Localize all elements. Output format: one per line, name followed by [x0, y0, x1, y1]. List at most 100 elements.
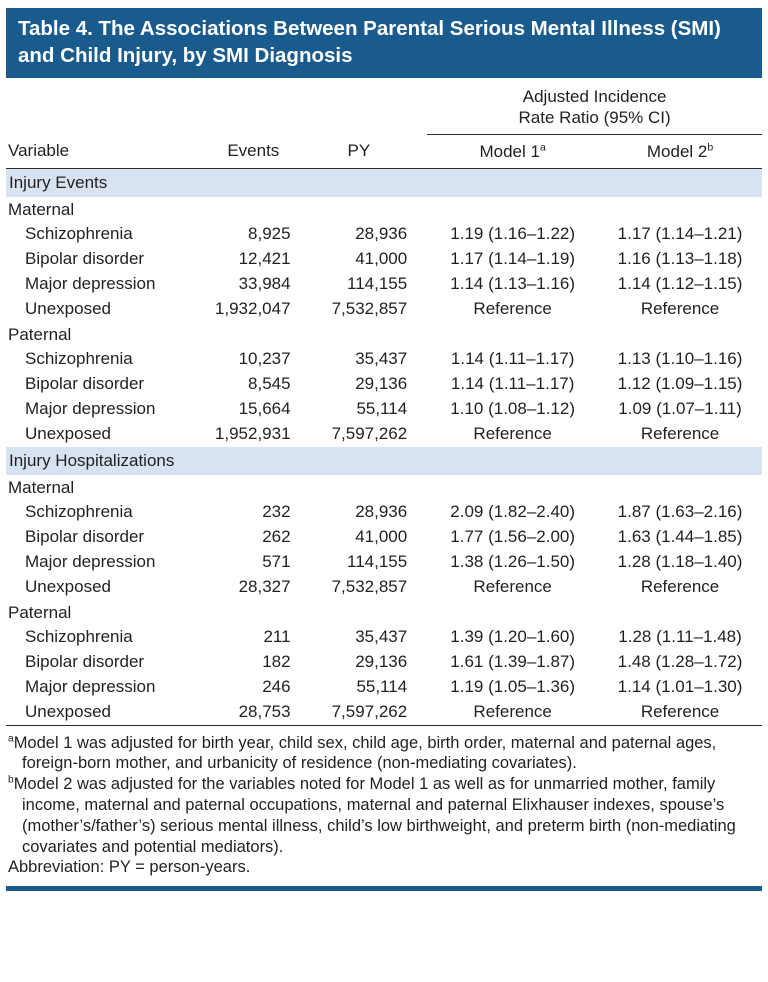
cell-py: 55,114: [356, 399, 408, 419]
cell-variable: Schizophrenia: [25, 349, 133, 369]
cell-py: 55,114: [356, 677, 408, 697]
footnote-superscript: b: [8, 774, 14, 786]
model1-label: Model 1: [479, 141, 540, 161]
spanner-spacer: [6, 82, 427, 134]
cell-variable: Bipolar disorder: [25, 374, 145, 394]
cell-events: 262: [262, 527, 291, 547]
table-row: Major depression 246 55,114 1.19 (1.05–1…: [6, 675, 762, 700]
cell-model1: Reference: [473, 299, 552, 319]
table-row: Schizophrenia 211 35,437 1.39 (1.20–1.60…: [6, 625, 762, 650]
footnotes: aModel 1 was adjusted for birth year, ch…: [6, 731, 762, 878]
cell-model2: 1.28 (1.18–1.40): [617, 552, 743, 572]
cell-py: 114,155: [347, 274, 408, 294]
cell-events: 246: [262, 677, 291, 697]
cell-model2: 1.14 (1.01–1.30): [617, 677, 743, 697]
cell-events: 211: [263, 627, 291, 647]
cell-model2: 1.16 (1.13–1.18): [617, 249, 743, 269]
cell-events: 1,932,047: [214, 299, 291, 319]
cell-model2: Reference: [640, 702, 720, 722]
column-header-variable: Variable: [6, 134, 213, 169]
cell-events: 28,753: [238, 702, 291, 722]
cell-py: 7,532,857: [331, 577, 408, 597]
spanner-row: Adjusted Incidence Rate Ratio (95% CI): [6, 82, 762, 135]
cell-events: 1,952,931: [214, 424, 291, 444]
group-header-row: Maternal: [6, 197, 762, 222]
cell-model2: 1.28 (1.11–1.48): [618, 627, 742, 647]
column-header-py: PY: [304, 134, 428, 169]
table-title-bar: Table 4. The Associations Between Parent…: [6, 8, 762, 79]
table-title: Table 4. The Associations Between Parent…: [18, 17, 721, 68]
table-row: Bipolar disorder 262 41,000 1.77 (1.56–2…: [6, 525, 762, 550]
column-header-events: Events: [212, 134, 305, 169]
footnote: aModel 1 was adjusted for birth year, ch…: [8, 733, 760, 775]
cell-py: 35,437: [355, 349, 408, 369]
table-row: Bipolar disorder 12,421 41,000 1.17 (1.1…: [6, 247, 762, 272]
table-row: Major depression 33,984 114,155 1.14 (1.…: [6, 272, 762, 297]
cell-py: 29,136: [355, 374, 408, 394]
footnote: Abbreviation: PY = person-years.: [8, 857, 760, 878]
cell-events: 182: [262, 652, 291, 672]
footnote: bModel 2 was adjusted for the variables …: [8, 774, 760, 857]
cell-model2: 1.13 (1.10–1.16): [617, 349, 743, 369]
group-header-row: Paternal: [6, 600, 762, 625]
section-band-label: Injury Hospitalizations: [6, 446, 762, 475]
cell-variable: Major depression: [25, 552, 156, 572]
cell-py: 41,000: [355, 527, 408, 547]
column-header-row: Variable Events PY Model 1a Model 2b: [6, 134, 762, 169]
cell-events: 12,421: [238, 249, 291, 269]
cell-variable: Unexposed: [25, 702, 112, 722]
cell-model1: Reference: [473, 577, 552, 597]
cell-py: 28,936: [355, 224, 408, 244]
bottom-rule: [6, 886, 762, 892]
span-header-line1: Adjusted Incidence: [522, 87, 667, 107]
cell-variable: Bipolar disorder: [25, 527, 145, 547]
table-figure: Table 4. The Associations Between Parent…: [6, 8, 762, 892]
cell-py: 35,437: [355, 627, 408, 647]
cell-py: 28,936: [355, 502, 408, 522]
section-band-row: Injury Hospitalizations: [6, 446, 762, 475]
cell-model1: 1.14 (1.11–1.17): [450, 374, 575, 394]
cell-py: 7,532,857: [331, 299, 408, 319]
span-header-line2: Rate Ratio (95% CI): [518, 108, 671, 128]
cell-model1: 1.14 (1.11–1.17): [450, 349, 575, 369]
footnote-text: Abbreviation: PY = person-years.: [8, 858, 251, 877]
table-row: Bipolar disorder 182 29,136 1.61 (1.39–1…: [6, 650, 762, 675]
group-label: Maternal: [8, 199, 75, 219]
cell-events: 15,664: [238, 399, 291, 419]
column-header-model2: Model 2b: [598, 134, 762, 169]
cell-model2: 1.12 (1.09–1.15): [617, 374, 743, 394]
cell-model1: 1.17 (1.14–1.19): [450, 249, 576, 269]
cell-py: 41,000: [355, 249, 408, 269]
cell-variable: Schizophrenia: [25, 627, 133, 647]
cell-model2: 1.14 (1.12–1.15): [617, 274, 743, 294]
table-row: Schizophrenia 8,925 28,936 1.19 (1.16–1.…: [6, 222, 762, 247]
column-header-model1: Model 1a: [427, 134, 599, 169]
cell-events: 28,327: [238, 577, 291, 597]
cell-variable: Major depression: [25, 274, 156, 294]
model2-label: Model 2: [646, 141, 708, 161]
table-row: Bipolar disorder 8,545 29,136 1.14 (1.11…: [6, 372, 762, 397]
data-table: Adjusted Incidence Rate Ratio (95% CI) V…: [6, 82, 762, 726]
cell-model1: 1.61 (1.39–1.87): [450, 652, 576, 672]
cell-events: 571: [262, 552, 291, 572]
cell-events: 8,925: [248, 224, 291, 244]
cell-model1: 1.14 (1.13–1.16): [450, 274, 576, 294]
cell-events: 10,237: [238, 349, 291, 369]
section-band-row: Injury Events: [6, 168, 762, 197]
section-band-label: Injury Events: [6, 168, 762, 197]
cell-events: 33,984: [238, 274, 291, 294]
cell-model2: Reference: [640, 424, 720, 444]
cell-variable: Schizophrenia: [25, 502, 133, 522]
cell-model1: 1.19 (1.05–1.36): [450, 677, 576, 697]
table-row: Major depression 571 114,155 1.38 (1.26–…: [6, 550, 762, 575]
cell-py: 114,155: [347, 552, 408, 572]
cell-variable: Unexposed: [25, 299, 112, 319]
group-label: Maternal: [8, 477, 75, 497]
cell-py: 7,597,262: [331, 702, 408, 722]
cell-model2: Reference: [640, 577, 720, 597]
cell-model2: 1.48 (1.28–1.72): [617, 652, 743, 672]
model2-superscript: b: [707, 140, 714, 153]
table-row: Unexposed 28,753 7,597,262 Reference Ref…: [6, 700, 762, 726]
model1-superscript: a: [539, 140, 546, 153]
cell-model1: 1.19 (1.16–1.22): [450, 224, 576, 244]
